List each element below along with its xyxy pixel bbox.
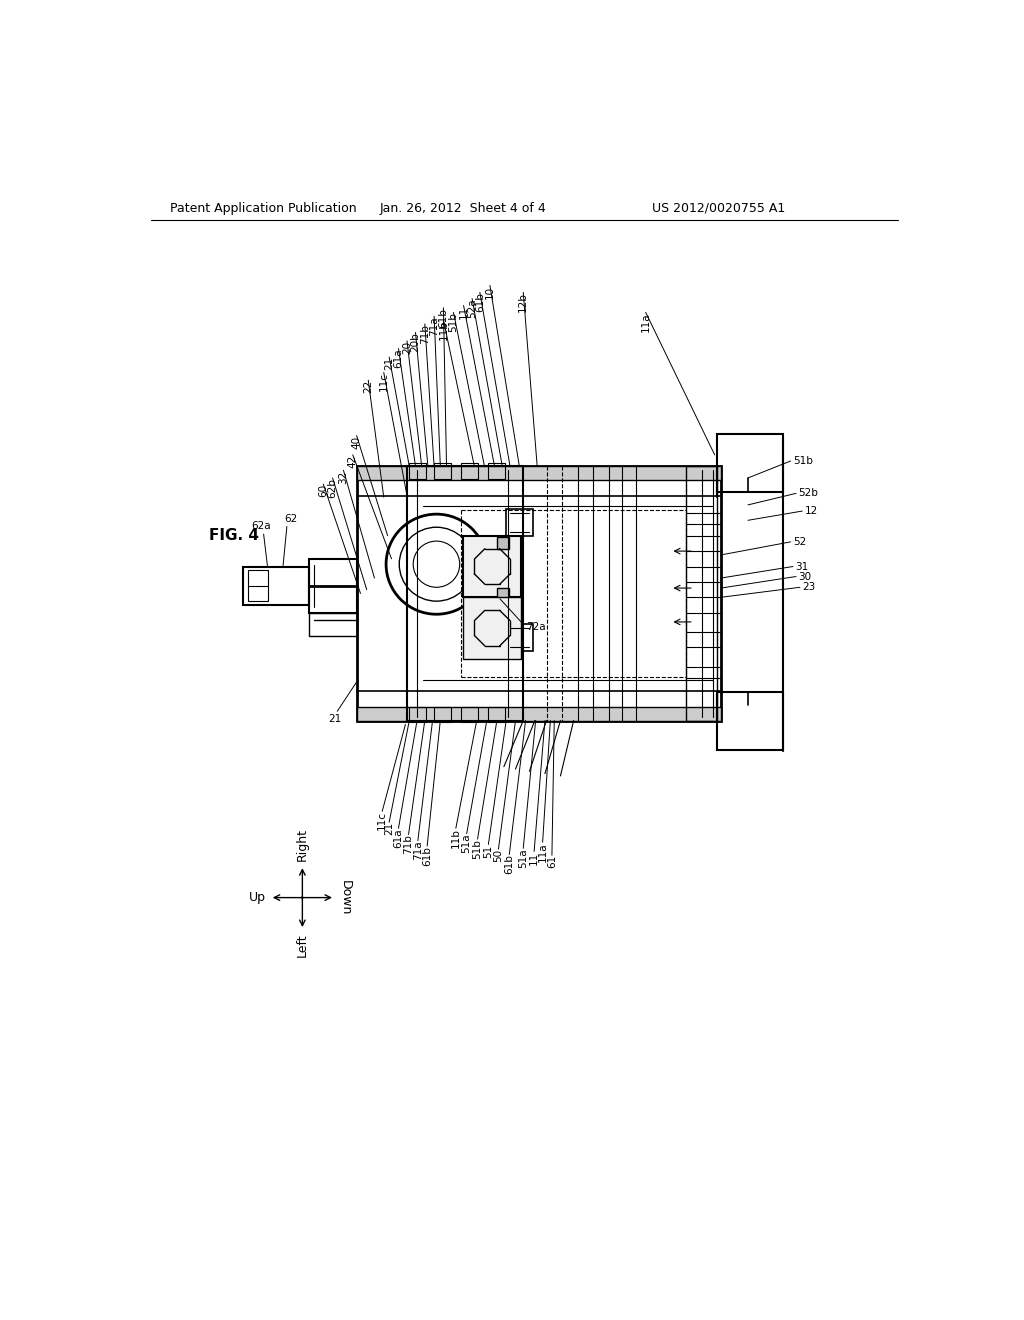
Text: 51a: 51a [518,849,528,869]
Text: 11a: 11a [538,842,548,862]
Text: 52a: 52a [467,298,477,318]
Text: 22: 22 [364,380,374,393]
Text: 61a: 61a [393,348,403,368]
Text: 11: 11 [529,851,539,865]
Text: 11c: 11c [377,812,387,830]
Text: 20b: 20b [411,333,421,352]
Bar [356,466,721,480]
Bar [409,463,426,479]
Text: 51: 51 [483,845,494,858]
Bar [356,706,721,721]
Bar [717,434,783,492]
Text: Down: Down [339,880,352,915]
Bar [506,624,534,651]
Text: 62b: 62b [328,478,338,498]
Text: Up: Up [249,891,266,904]
Text: 20: 20 [402,341,412,354]
Bar [463,597,521,659]
Text: 10: 10 [485,285,495,298]
Text: 71a: 71a [413,841,423,861]
Text: 61a: 61a [393,829,403,847]
Text: 51b: 51b [449,313,459,333]
Bar [308,612,356,636]
Text: 12b: 12b [518,293,528,313]
Bar [488,706,506,722]
Text: Right: Right [296,829,309,862]
Text: 31: 31 [796,561,809,572]
Bar [488,463,506,479]
Text: 71b: 71b [420,323,430,343]
Bar [717,692,783,750]
Text: 72a: 72a [526,622,546,631]
Text: 61b: 61b [422,846,432,866]
Text: 32: 32 [339,470,348,483]
Text: 51b: 51b [793,455,813,466]
Bar [434,463,452,479]
Text: 11b: 11b [451,829,461,849]
Text: Patent Application Publication: Patent Application Publication [170,202,357,215]
Text: 21: 21 [329,714,342,725]
Text: 52b: 52b [799,488,818,499]
Bar [409,706,426,722]
Bar [248,570,267,601]
Text: US 2012/0020755 A1: US 2012/0020755 A1 [652,202,785,215]
Bar [461,706,478,722]
Bar [686,466,717,721]
Text: 62a: 62a [252,521,271,531]
Bar [497,589,509,599]
Text: 40: 40 [351,436,361,449]
Bar [434,706,452,722]
Text: 61b: 61b [504,854,514,874]
Text: 11a: 11a [641,313,650,333]
Bar [461,463,478,479]
Bar [243,566,308,605]
Text: 51b: 51b [472,840,482,859]
Text: 61b: 61b [438,308,449,327]
Text: 12: 12 [805,506,818,516]
Text: 52: 52 [793,537,806,546]
Text: 71b: 71b [403,834,414,854]
Text: 42: 42 [348,455,357,469]
Text: 61: 61 [547,855,557,869]
Text: 71a: 71a [429,317,439,335]
Text: 11c: 11c [379,372,389,392]
Text: 21: 21 [384,822,394,836]
Text: 21: 21 [384,358,394,371]
Text: Left: Left [296,933,309,957]
Text: 60: 60 [318,484,329,498]
Bar [407,466,523,721]
Text: 23: 23 [802,582,815,593]
Bar [308,558,356,612]
Text: FIG. 4: FIG. 4 [209,528,259,544]
Text: 30: 30 [799,572,811,582]
Text: 50: 50 [494,849,504,862]
Text: 11: 11 [459,305,469,318]
Bar [497,537,509,549]
Text: Jan. 26, 2012  Sheet 4 of 4: Jan. 26, 2012 Sheet 4 of 4 [380,202,546,215]
Text: 61b: 61b [475,293,484,313]
Text: 51a: 51a [462,834,472,853]
Text: 11b: 11b [438,321,449,341]
Bar [506,508,534,536]
Bar [356,466,721,721]
Text: 62: 62 [284,515,297,524]
Bar [463,536,521,597]
